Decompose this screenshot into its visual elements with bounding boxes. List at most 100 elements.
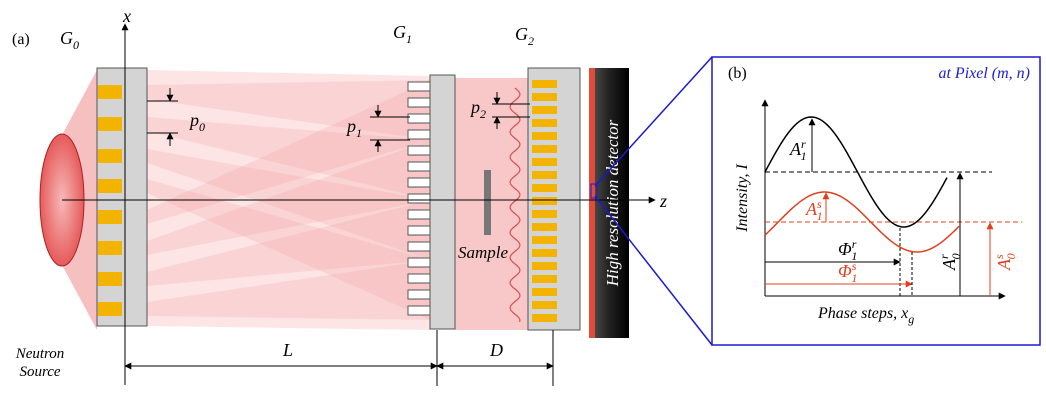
- tooth: [407, 257, 431, 268]
- fan: [147, 149, 430, 260]
- d-label: D: [489, 340, 503, 360]
- phi1s-label: Φs 1: [838, 259, 857, 285]
- tooth: [407, 193, 431, 204]
- g1-teeth: [407, 81, 431, 316]
- slit: [532, 184, 557, 192]
- p1-label: p1: [345, 116, 362, 140]
- panel-label: (b): [728, 65, 747, 82]
- superscript: r: [801, 137, 806, 151]
- slit: [532, 171, 557, 179]
- symbol: p: [469, 97, 480, 117]
- superscript: s: [992, 254, 1006, 259]
- slit: [532, 262, 557, 270]
- x-axis-label: Phase steps, xg: [817, 305, 914, 326]
- symbol: p: [345, 116, 356, 136]
- fan: [147, 80, 430, 224]
- subscript: 2: [480, 107, 486, 121]
- a0s-label: As0: [992, 253, 1018, 271]
- zoom-box: [711, 56, 1041, 346]
- slit: [98, 117, 122, 131]
- g0-label: G0: [60, 28, 79, 52]
- panel-b: (b) at Pixel (m, n) Intensity, I Phase s…: [590, 56, 1041, 346]
- g0-slits: [98, 85, 122, 316]
- subscript: 1: [851, 249, 857, 263]
- slit: [532, 236, 557, 244]
- subscript: 1: [356, 126, 362, 140]
- l-label: L: [282, 340, 293, 360]
- symbol: Φ: [838, 239, 852, 259]
- fan: [147, 200, 430, 286]
- g2-slits: [532, 80, 557, 322]
- z-label: z: [659, 191, 667, 211]
- symbol: G: [515, 24, 528, 44]
- superscript: r: [937, 254, 951, 259]
- panel-label: (a): [12, 31, 30, 48]
- ref-curve: [764, 116, 948, 228]
- slit: [98, 241, 122, 255]
- slit: [532, 275, 557, 283]
- source-label: Source: [19, 364, 60, 380]
- slit: [532, 132, 557, 140]
- pixel-label: at Pixel (m, n): [938, 65, 1030, 82]
- slit: [532, 314, 557, 322]
- slit: [532, 119, 557, 127]
- slit: [532, 301, 557, 309]
- symbol: Φ: [838, 261, 852, 281]
- symbol: A: [994, 258, 1014, 271]
- symbol: p: [188, 110, 199, 130]
- tooth: [407, 177, 431, 188]
- y-axis-label: Intensity, I: [734, 164, 751, 233]
- subscript: 0: [73, 38, 79, 52]
- slit: [532, 80, 557, 88]
- slit: [98, 302, 122, 316]
- tooth: [407, 209, 431, 220]
- beam-fans: [147, 80, 430, 320]
- subscript: 2: [528, 34, 534, 48]
- a0r-label: Ar0: [937, 253, 963, 271]
- slit: [532, 288, 557, 296]
- a1r-label: Ar 1: [789, 137, 807, 163]
- slit: [532, 223, 557, 231]
- slit: [532, 145, 557, 153]
- grating-g0: [96, 67, 148, 327]
- panel-a: High resolution detector (a) x z G0 G1 G…: [12, 6, 667, 386]
- tooth: [407, 129, 431, 140]
- slit: [532, 210, 557, 218]
- p2-label: p2: [469, 97, 486, 121]
- tooth: [407, 161, 431, 172]
- subscript: g: [908, 312, 914, 326]
- superscript: s: [852, 259, 857, 273]
- zoom-line: [594, 195, 713, 346]
- tooth: [407, 289, 431, 300]
- sample-label: Sample: [458, 243, 509, 262]
- beam: [455, 78, 530, 330]
- slit: [98, 85, 122, 99]
- subscript: 0: [949, 253, 963, 259]
- slit: [532, 197, 557, 205]
- tooth: [407, 97, 431, 108]
- wave: [509, 87, 521, 323]
- symbol: x: [900, 305, 908, 322]
- fan: [147, 80, 430, 140]
- slit: [532, 158, 557, 166]
- subscript: 1: [801, 149, 807, 163]
- zoom-line: [594, 56, 713, 187]
- tooth: [407, 273, 431, 284]
- detector: [589, 68, 629, 338]
- subscript: 1: [406, 32, 412, 46]
- sample: [484, 170, 491, 235]
- slit: [532, 106, 557, 114]
- a1s-label: As 1: [805, 197, 823, 223]
- subscript: 1: [851, 271, 857, 285]
- tooth: [407, 113, 431, 124]
- tooth: [407, 225, 431, 236]
- slit: [98, 272, 122, 286]
- fan: [147, 260, 430, 320]
- slit: [98, 179, 122, 193]
- slit: [532, 93, 557, 101]
- fan: [147, 117, 430, 200]
- text: Phase steps,: [817, 305, 901, 322]
- phi1r-label: Φr 1: [838, 237, 857, 263]
- tooth: [407, 241, 431, 252]
